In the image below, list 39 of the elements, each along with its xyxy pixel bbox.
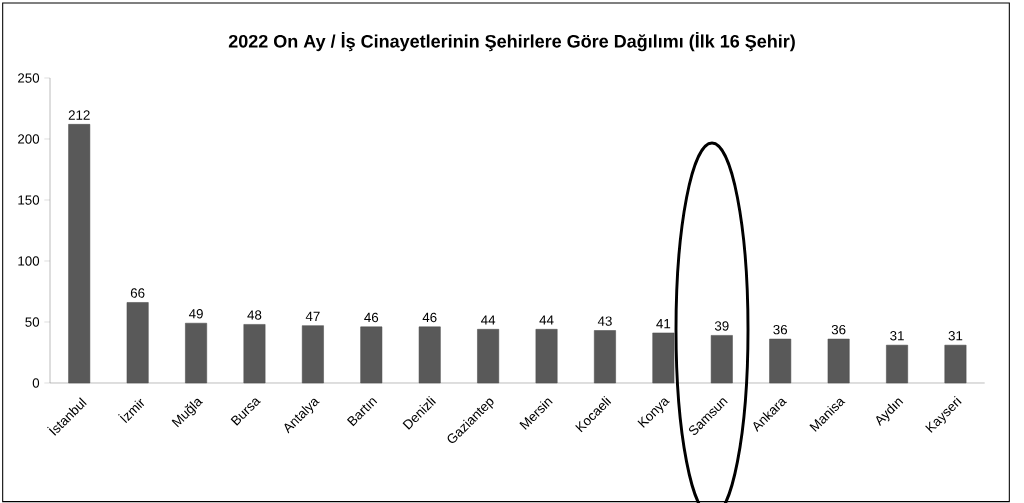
bar [243, 324, 266, 384]
bar [68, 124, 91, 384]
bar [418, 326, 441, 384]
data-label: 41 [656, 319, 671, 329]
data-label: 36 [773, 324, 788, 335]
y-tick-label: 150 [18, 195, 40, 205]
y-tick-label: 100 [18, 256, 40, 266]
bar [477, 329, 500, 384]
bar [126, 302, 149, 384]
data-label: 44 [481, 315, 496, 325]
y-tick-label: 200 [18, 134, 40, 144]
bar [886, 344, 908, 384]
y-tick-label: 50 [25, 317, 40, 327]
y-tick-label: 250 [18, 73, 40, 83]
bar [535, 329, 558, 384]
data-label: 47 [305, 311, 320, 321]
data-label: 39 [714, 321, 729, 331]
data-label: 46 [422, 312, 437, 323]
bar [185, 322, 207, 384]
bar [827, 338, 850, 384]
data-label: 212 [68, 110, 90, 120]
data-label: 48 [247, 310, 262, 320]
data-label: 49 [188, 309, 203, 319]
data-label: 36 [831, 324, 846, 335]
data-label: 31 [948, 331, 963, 341]
bar [301, 325, 324, 384]
data-label: 66 [130, 288, 145, 298]
bar [944, 344, 967, 384]
data-label: 44 [539, 315, 554, 325]
bar [710, 335, 733, 384]
data-label: 46 [364, 312, 379, 323]
data-label: 43 [597, 316, 612, 326]
y-tick-label: 0 [32, 378, 40, 388]
bar [594, 330, 616, 384]
chart-title: 2022 On Ay / İş Cinayetlerinin Şehirlere Göre Dağılımı (İlk 16 Şehir) [228, 32, 795, 52]
bar [769, 338, 792, 384]
data-label: 31 [890, 331, 904, 341]
bar [652, 332, 675, 384]
bar [360, 326, 383, 384]
